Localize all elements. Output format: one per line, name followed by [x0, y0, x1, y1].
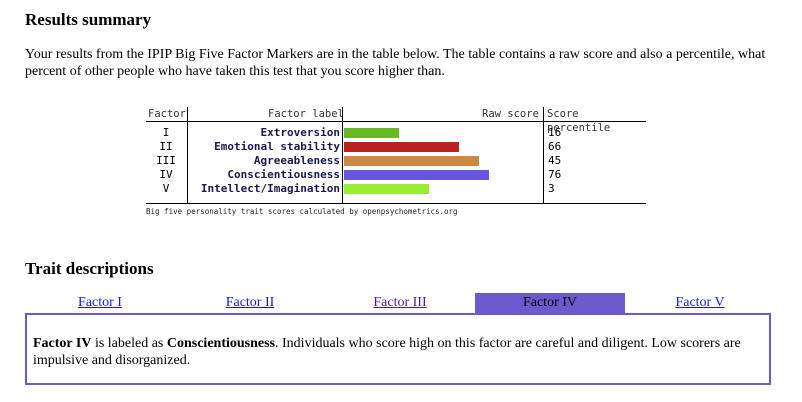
factor-label: Agreeableness	[253, 154, 340, 167]
raw-score-bar	[344, 156, 479, 166]
tab-factor-iii-link[interactable]: Factor III	[373, 295, 427, 310]
trait-name: Conscientiousness	[166, 336, 276, 351]
trait-description-panel: Factor IV is labeled as Conscientiousnes…	[25, 313, 771, 385]
table-bottom-border	[146, 203, 646, 204]
factor-label: Emotional stability	[214, 140, 340, 153]
tab-factor-v-link[interactable]: Factor V	[675, 295, 725, 310]
factor-numeral: V	[162, 182, 170, 195]
header-divider	[146, 121, 646, 122]
tab-factor-iv[interactable]: Factor IV	[475, 293, 625, 313]
tab-factor-iii[interactable]: Factor III	[325, 293, 475, 313]
tab-factor-i-link[interactable]: Factor I	[78, 295, 122, 310]
tab-factor-v[interactable]: Factor V	[625, 293, 775, 313]
trait-descriptions-heading: Trait descriptions	[25, 259, 154, 278]
factor-numeral: I	[162, 126, 170, 139]
table-row: V Intellect/Imagination 3	[146, 182, 646, 196]
score-percentile: 66	[548, 140, 562, 153]
column-divider	[342, 107, 343, 203]
tab-factor-ii[interactable]: Factor II	[175, 293, 325, 313]
score-percentile: 3	[548, 182, 555, 195]
factor-label: Extroversion	[260, 126, 340, 139]
column-divider	[187, 107, 188, 203]
factor-numeral: IV	[159, 168, 173, 181]
tab-factor-iv-label: Factor IV	[522, 295, 578, 310]
table-row: III Agreeableness 45	[146, 154, 646, 168]
raw-score-bar	[344, 184, 429, 194]
raw-score-bar	[344, 128, 399, 138]
table-row: IV Conscientiousness 76	[146, 168, 646, 182]
is-labeled-as-text: is labeled as	[91, 336, 167, 351]
factor-name: Factor IV	[33, 336, 92, 351]
score-percentile: 16	[548, 126, 562, 139]
col-header-factor: Factor	[148, 108, 186, 120]
tab-factor-ii-link[interactable]: Factor II	[225, 295, 275, 310]
score-percentile: 76	[548, 168, 562, 181]
factor-label: Conscientiousness	[227, 168, 340, 181]
chart-caption: Big five personality trait scores calcul…	[146, 207, 458, 216]
results-summary-heading: Results summary	[25, 10, 152, 29]
results-intro-text: Your results from the IPIP Big Five Fact…	[25, 47, 766, 79]
tab-factor-i[interactable]: Factor I	[25, 293, 175, 313]
col-header-score-percentile: Score percentile	[547, 108, 611, 134]
table-row: I Extroversion 16	[146, 126, 646, 140]
score-percentile: 45	[548, 154, 562, 167]
factor-label: Intellect/Imagination	[200, 182, 340, 195]
trait-description-text: Factor IV is labeled as Conscientiousnes…	[33, 335, 759, 369]
col-header-raw-score: Raw score	[482, 108, 539, 120]
table-row: II Emotional stability 66	[146, 140, 646, 154]
factor-numeral: III	[156, 154, 176, 167]
column-divider	[543, 107, 544, 203]
raw-score-bar	[344, 142, 459, 152]
raw-score-bar	[344, 170, 489, 180]
trait-description-body: . Individuals who score high on this fac…	[33, 336, 741, 368]
col-header-factor-label: Factor label	[268, 108, 344, 120]
factor-numeral: II	[159, 140, 173, 153]
factor-tabs: Factor I Factor II Factor III Factor IV …	[25, 293, 775, 313]
